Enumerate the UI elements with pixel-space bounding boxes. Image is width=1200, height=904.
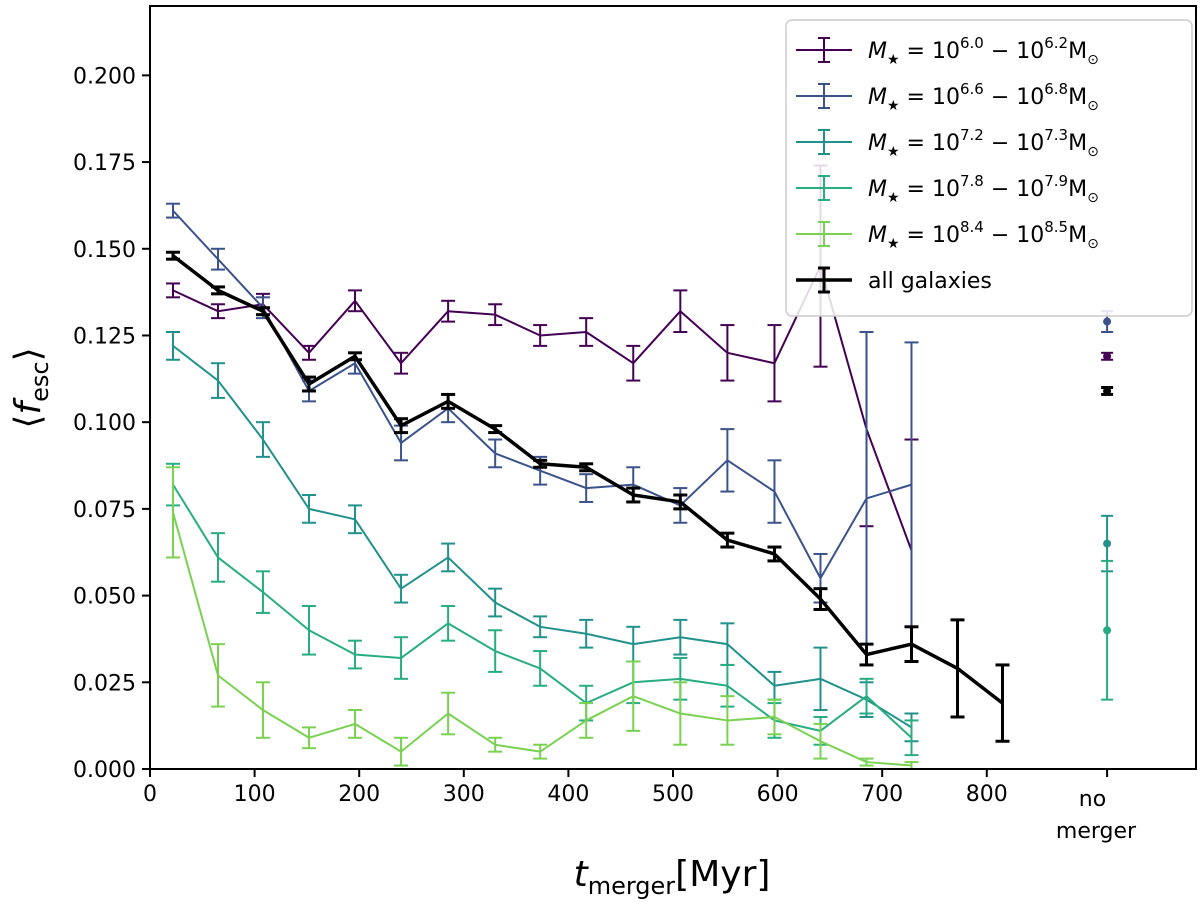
y-tick-label: 0.200	[73, 64, 136, 89]
x-axis-title: tmerger[Myr]	[574, 854, 771, 900]
y-axis-title-close: ⟩	[8, 347, 49, 361]
series-layer	[166, 164, 1114, 770]
legend-label: all galaxies	[868, 269, 992, 294]
series-4	[166, 462, 1114, 757]
no-merger-point	[1103, 317, 1112, 326]
x-tick-label: 300	[443, 782, 485, 807]
y-tick-label: 0.125	[73, 324, 136, 349]
y-axis-title-sub: esc	[26, 361, 54, 401]
legend-box	[785, 19, 1193, 317]
series-line	[172, 512, 912, 767]
legend-label: M★ = 107.8 − 107.9M⊙	[868, 172, 1099, 206]
legend-label: M★ = 107.2 − 107.3M⊙	[868, 126, 1099, 160]
x-tick-label: 700	[861, 782, 903, 807]
y-tick-label: 0.175	[73, 151, 136, 176]
no-merger-point	[1103, 626, 1112, 635]
y-tick-label: 0.050	[73, 585, 136, 610]
x-tick-label: 400	[547, 782, 589, 807]
y-tick-label: 0.025	[73, 671, 136, 696]
series-6	[166, 250, 1114, 743]
x-tick-label: 800	[966, 782, 1008, 807]
axes-layer: 0 100 200 300 400 500 600 700 800 0.000 0.025 0.050…	[73, 64, 1109, 807]
no-merger-point	[1103, 352, 1112, 361]
y-tick-label: 0.150	[73, 238, 136, 263]
y-tick-label: 0.100	[73, 411, 136, 436]
x-tick-label: 0	[143, 782, 157, 807]
series-line	[172, 484, 913, 739]
legend: M★ = 106.0 − 106.2M⊙ M★ = 106.6 − 106.8M⊙…	[785, 19, 1193, 317]
x-tick-label: 200	[338, 782, 380, 807]
series-5	[166, 466, 919, 770]
x-axis-title-sub: merger	[588, 872, 676, 900]
x-tick-label: 500	[652, 782, 694, 807]
no-merger-label: no merger	[1056, 787, 1137, 844]
no-merger-point	[1103, 539, 1112, 548]
x-axis-title-main: t	[574, 854, 590, 895]
y-axis-title: ⟨fesc⟩	[8, 347, 54, 428]
legend-label: M★ = 106.6 − 106.8M⊙	[868, 80, 1099, 114]
no-merger-label-line1: no	[1079, 787, 1106, 812]
x-tick-label: 600	[757, 782, 799, 807]
y-tick-label: 0.075	[73, 498, 136, 523]
x-tick-label: 100	[234, 782, 276, 807]
no-merger-label-line2: merger	[1056, 819, 1137, 844]
x-axis-title-unit: [Myr]	[675, 854, 770, 895]
y-axis-title-open: ⟨	[8, 415, 49, 429]
legend-label: M★ = 108.4 − 108.5M⊙	[868, 218, 1099, 252]
legend-label: M★ = 106.0 − 106.2M⊙	[868, 34, 1099, 68]
series-line	[171, 254, 1004, 705]
series-2	[166, 202, 1114, 666]
series-3	[166, 331, 1114, 743]
legend-entries: M★ = 106.0 − 106.2M⊙ M★ = 106.6 − 106.8M⊙…	[796, 34, 1099, 294]
no-merger-point	[1103, 386, 1112, 395]
y-tick-label: 0.000	[73, 758, 136, 783]
